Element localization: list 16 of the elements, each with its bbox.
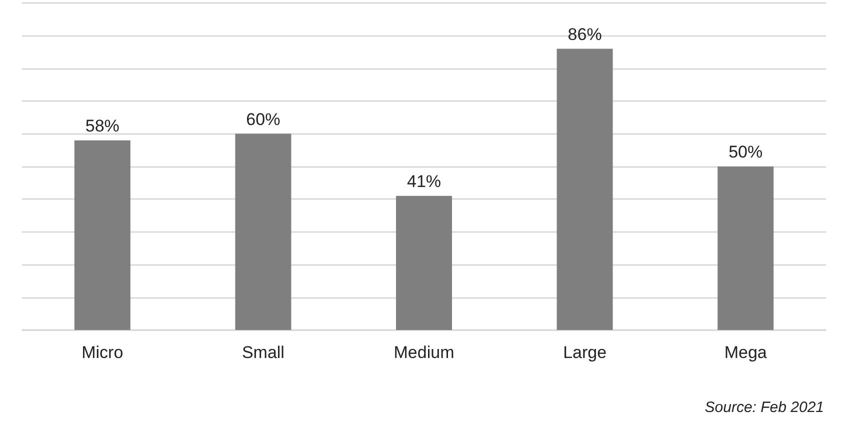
bar bbox=[74, 140, 130, 330]
x-tick-label: Large bbox=[563, 343, 607, 362]
bar bbox=[235, 134, 292, 330]
source-note: Source: Feb 2021 bbox=[704, 399, 824, 416]
data-label: 50% bbox=[728, 142, 763, 162]
data-label: 86% bbox=[568, 24, 602, 44]
bar bbox=[556, 48, 613, 330]
data-label: 58% bbox=[85, 116, 120, 136]
x-tick-label: Mega bbox=[724, 343, 768, 362]
bar bbox=[396, 196, 452, 330]
x-tick-label: Micro bbox=[82, 343, 124, 362]
data-label: 60% bbox=[246, 110, 280, 129]
bar bbox=[718, 166, 774, 330]
x-tick-label: Medium bbox=[394, 343, 454, 362]
x-tick-label: Small bbox=[242, 343, 284, 362]
data-label: 41% bbox=[406, 172, 442, 191]
